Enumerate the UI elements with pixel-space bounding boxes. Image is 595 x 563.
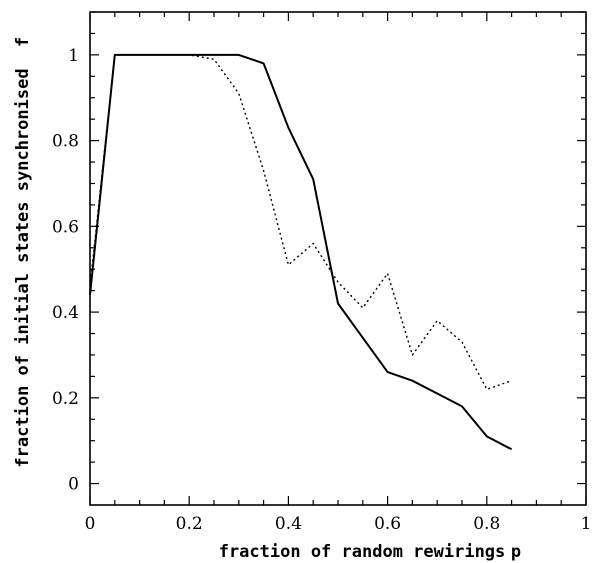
x-axis-label: fraction of random rewirings — [219, 542, 506, 562]
x-tick-label: 0.4 — [275, 514, 302, 534]
x-tick-label: 0.2 — [176, 514, 203, 534]
y-tick-label: 0.8 — [52, 132, 79, 152]
dotted-series-line — [89, 54, 512, 390]
x-tick-label: 0.8 — [473, 514, 500, 534]
plot-frame — [89, 11, 587, 506]
y-tick-label: 0 — [68, 475, 79, 495]
y-tick-label: 0.6 — [52, 217, 79, 237]
y-tick-label: 0.2 — [52, 389, 79, 409]
x-tick-label: 0 — [85, 514, 96, 534]
x-axis-symbol: p — [511, 542, 521, 562]
y-axis-symbol: f — [13, 37, 33, 47]
solid-series-line — [89, 53, 513, 451]
x-tick-label: 1 — [581, 514, 592, 534]
y-axis-label: fraction of initial states synchronised — [13, 68, 33, 467]
y-tick-label: 0.4 — [52, 303, 79, 323]
y-tick-label: 1 — [68, 46, 79, 66]
x-tick-label: 0.6 — [374, 514, 401, 534]
